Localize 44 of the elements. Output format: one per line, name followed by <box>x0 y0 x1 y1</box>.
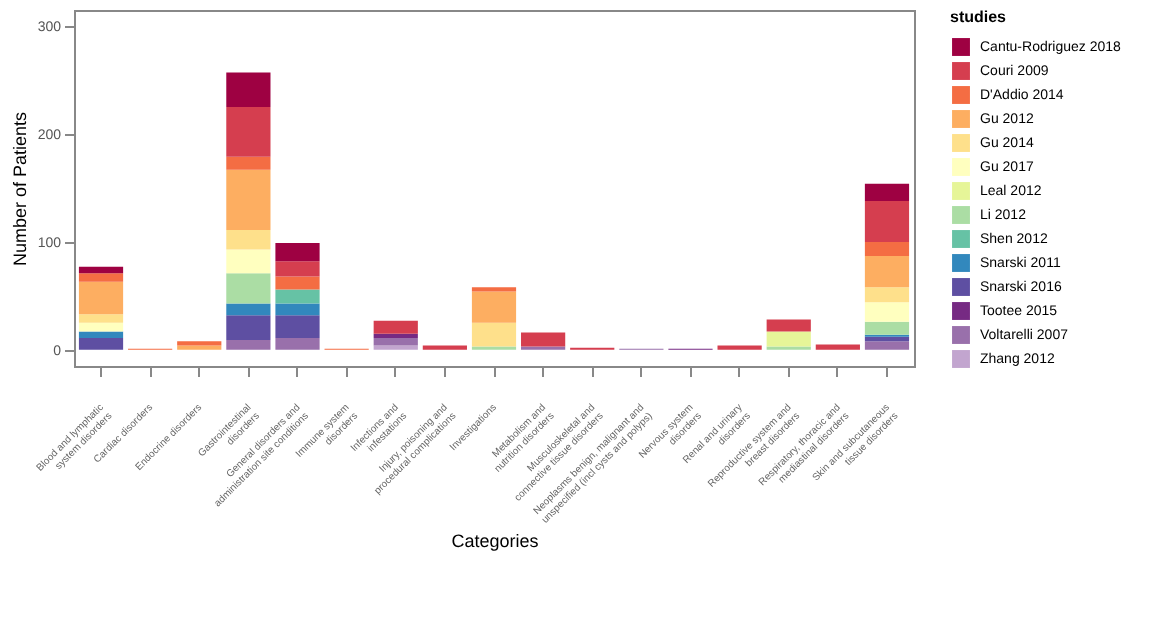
legend-title: studies <box>950 8 1008 26</box>
bar <box>226 169 271 231</box>
bar <box>275 289 320 304</box>
bar <box>864 321 910 335</box>
bar <box>78 266 124 274</box>
bar <box>864 336 910 342</box>
bar <box>78 281 124 315</box>
bar <box>471 291 517 323</box>
bar <box>766 319 811 332</box>
bar <box>226 340 271 350</box>
bar <box>78 322 124 332</box>
bar <box>226 72 271 108</box>
bar <box>275 303 320 316</box>
bar <box>275 261 320 277</box>
bar <box>78 331 124 338</box>
bar <box>864 241 910 256</box>
bar <box>864 200 910 242</box>
bar <box>226 273 271 304</box>
bar <box>864 287 910 303</box>
bar <box>226 230 271 250</box>
bar <box>815 344 860 350</box>
bar <box>864 341 910 350</box>
bar <box>226 107 271 157</box>
bar <box>226 303 271 316</box>
bar <box>78 273 124 282</box>
y-axis-title: Number of Patients <box>9 110 30 267</box>
bar <box>275 243 320 262</box>
bar <box>766 331 811 347</box>
bar <box>373 320 418 334</box>
bar <box>864 255 910 288</box>
bar <box>521 332 566 347</box>
bar <box>226 156 271 170</box>
bar <box>471 322 517 347</box>
bar <box>78 314 124 323</box>
x-axis-title: Categories <box>451 531 540 552</box>
bar <box>275 315 320 338</box>
bar <box>78 337 124 350</box>
bar <box>275 276 320 290</box>
bar <box>226 249 271 274</box>
bar <box>373 337 418 346</box>
bar <box>275 337 320 350</box>
bar <box>864 302 910 322</box>
bar <box>864 183 910 201</box>
bar <box>226 315 271 341</box>
